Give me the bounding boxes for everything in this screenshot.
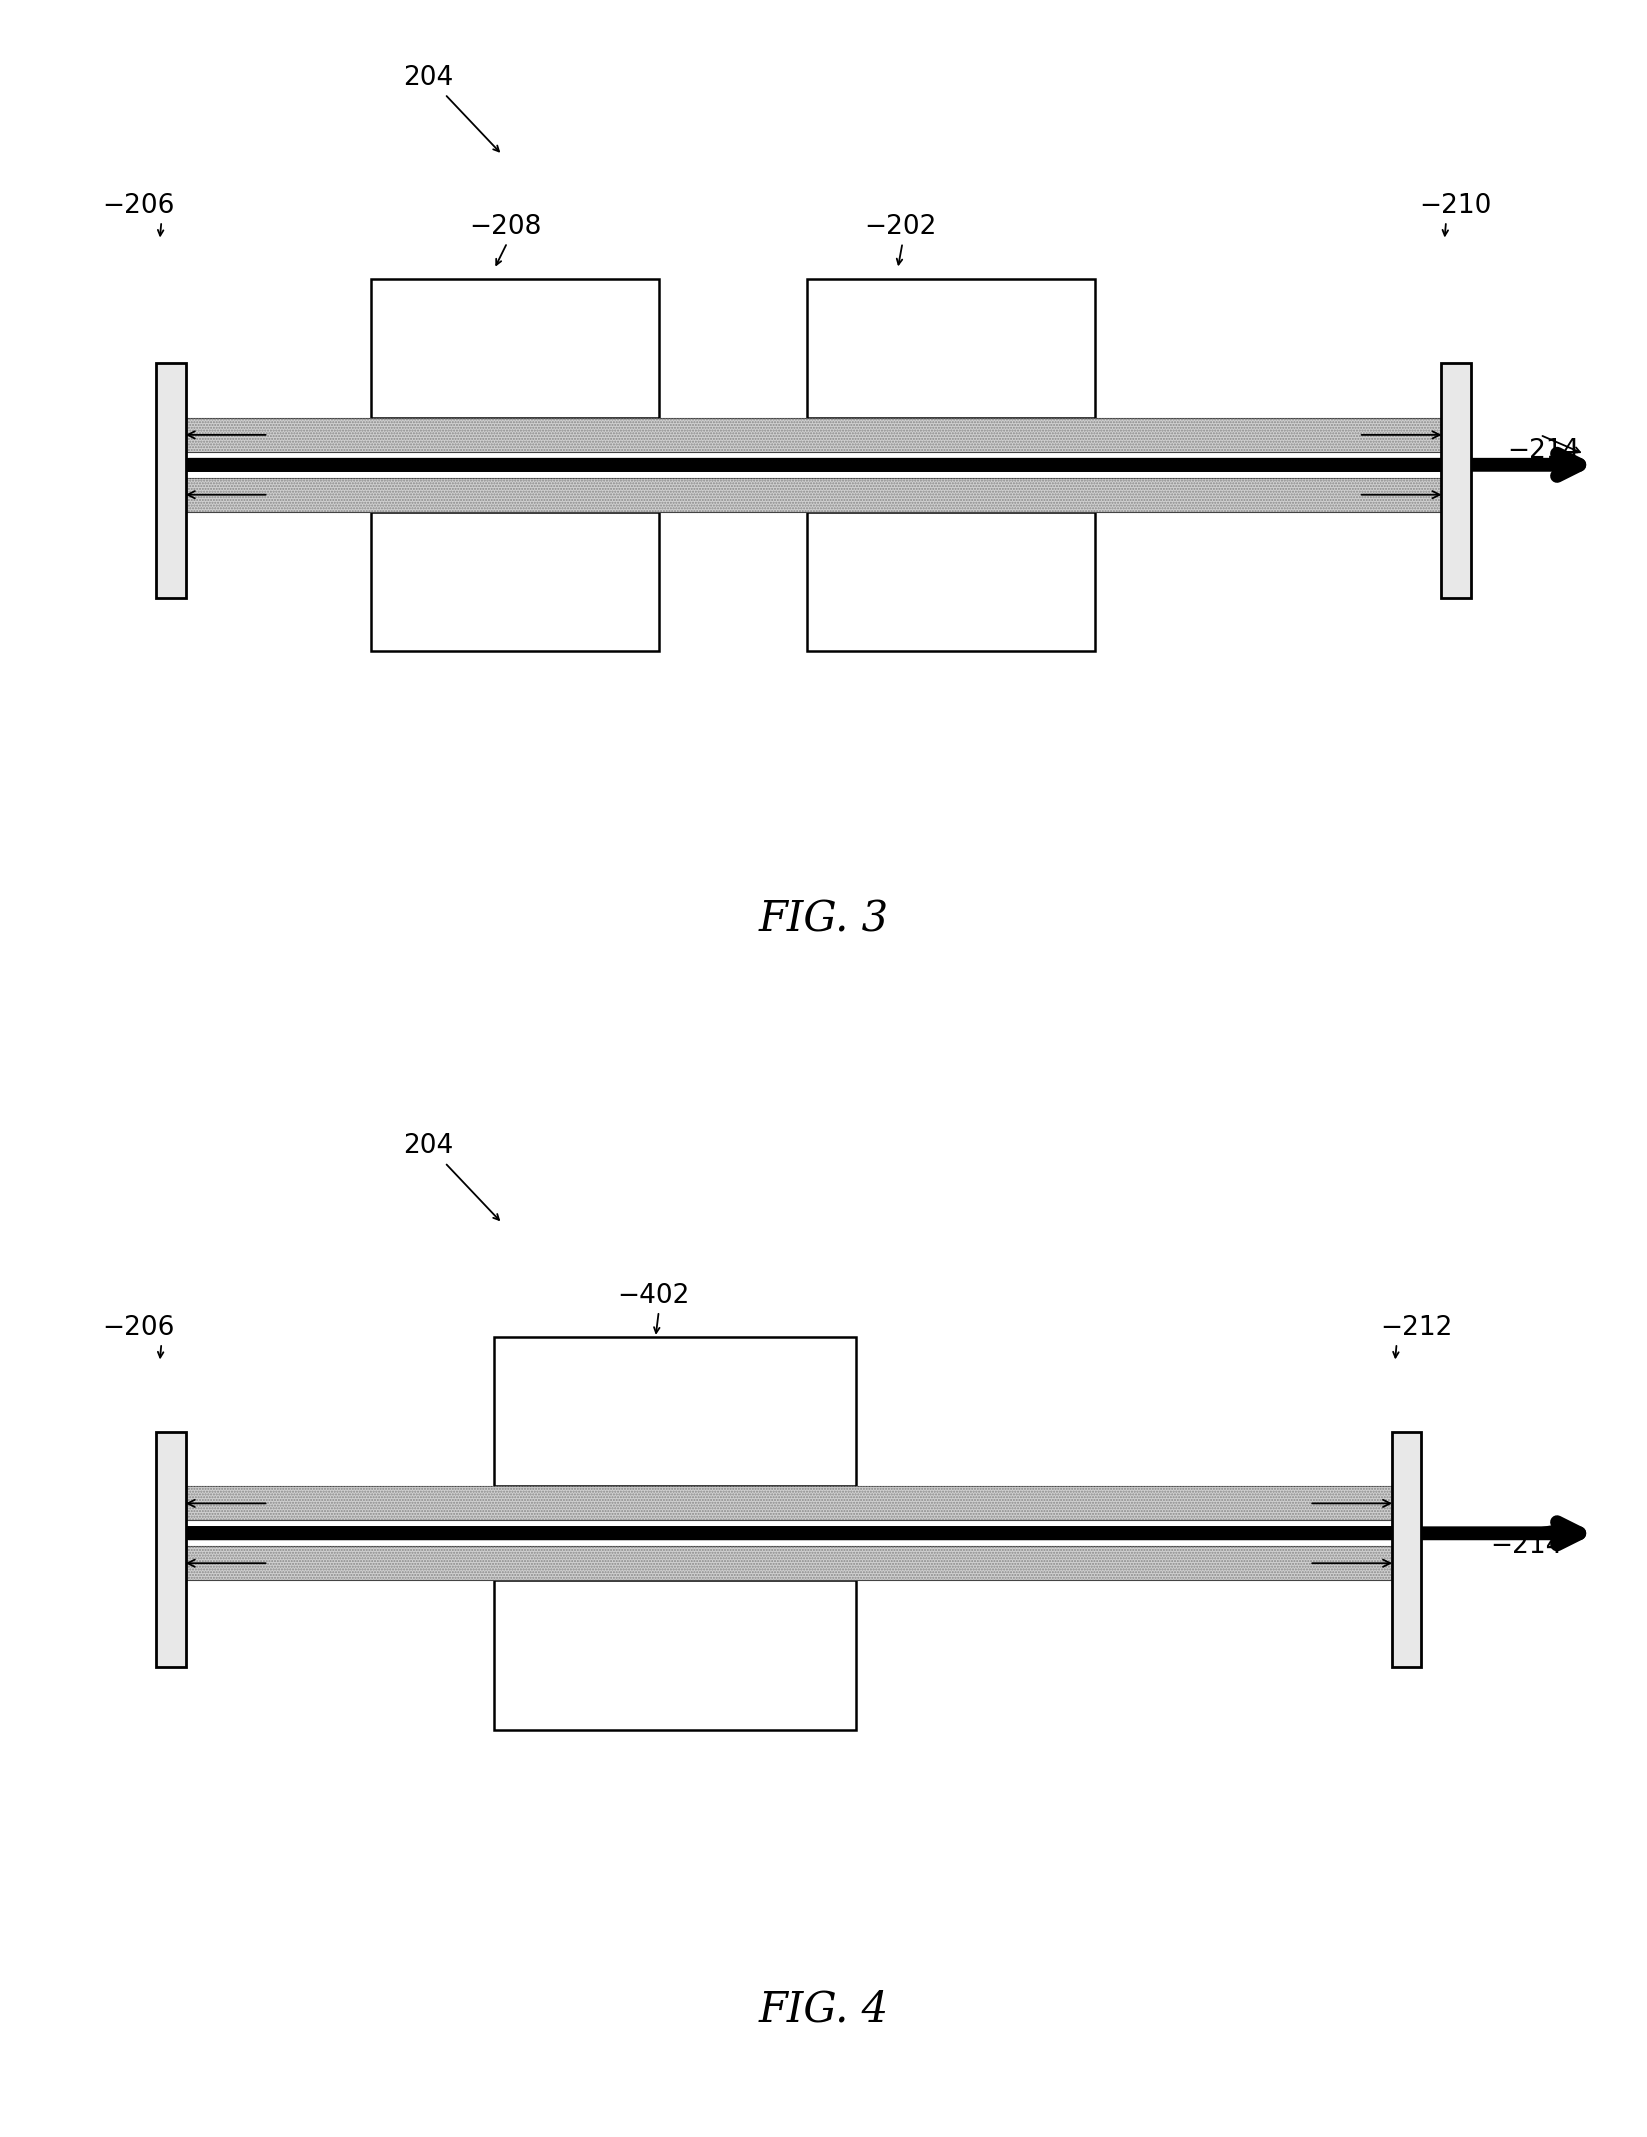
Bar (156, 1432, 186, 1667)
Text: FIG. 3: FIG. 3 (758, 898, 889, 940)
Bar (186, 1547, 1392, 1581)
Bar (371, 511, 659, 650)
Bar (186, 479, 1441, 513)
Text: −214: −214 (1507, 438, 1579, 464)
Bar (1441, 363, 1471, 598)
Bar (1392, 1432, 1421, 1667)
Text: −212: −212 (1380, 1314, 1453, 1342)
Bar (186, 479, 1441, 513)
Bar (186, 1487, 1392, 1522)
Text: FIG. 4: FIG. 4 (758, 1987, 889, 2030)
Bar (186, 1487, 1392, 1522)
Text: −208: −208 (469, 214, 542, 239)
Bar (186, 1547, 1392, 1581)
Bar (156, 363, 186, 598)
Bar (494, 1581, 856, 1731)
Bar (807, 511, 1095, 650)
Bar (371, 278, 659, 419)
Text: −402: −402 (618, 1282, 690, 1308)
Text: −206: −206 (102, 192, 175, 218)
Bar (186, 419, 1441, 451)
Text: −206: −206 (102, 1314, 175, 1342)
Text: −214: −214 (1491, 1534, 1563, 1560)
Text: −202: −202 (865, 214, 937, 239)
Bar (494, 1338, 856, 1487)
Text: 204: 204 (404, 64, 455, 90)
Text: −210: −210 (1420, 192, 1492, 218)
Bar (807, 278, 1095, 419)
Text: 204: 204 (404, 1133, 455, 1158)
Bar (186, 419, 1441, 451)
